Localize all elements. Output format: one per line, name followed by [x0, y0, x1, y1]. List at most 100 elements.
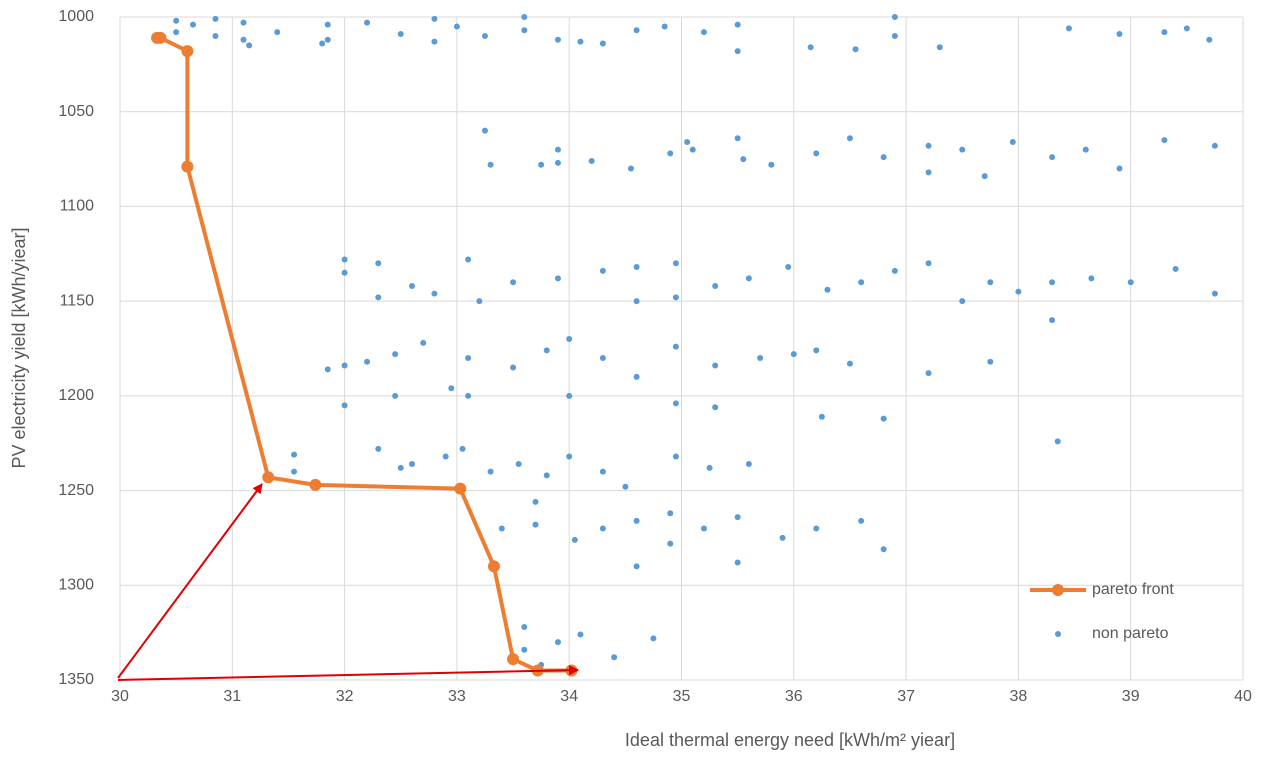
point — [588, 157, 595, 164]
line-marker — [181, 45, 194, 58]
point — [1161, 29, 1168, 36]
point — [375, 294, 382, 301]
x-tick-label: 34 — [560, 688, 578, 705]
point — [672, 343, 679, 350]
point — [734, 48, 741, 55]
point — [611, 654, 618, 661]
x-tick-label: 30 — [111, 688, 129, 705]
point — [712, 282, 719, 289]
point — [341, 402, 348, 409]
point — [1206, 36, 1213, 43]
point — [599, 525, 606, 532]
point — [1015, 288, 1022, 295]
point — [1183, 25, 1190, 32]
point — [246, 42, 253, 49]
point — [1172, 265, 1179, 272]
line-marker — [181, 160, 194, 173]
point — [212, 32, 219, 39]
point — [173, 29, 180, 36]
y-tick-label: 1350 — [58, 671, 94, 688]
point — [852, 46, 859, 53]
point — [1088, 275, 1095, 282]
y-tick-label: 1150 — [60, 292, 95, 309]
point — [420, 339, 427, 346]
line-marker — [262, 471, 275, 484]
point — [566, 453, 573, 460]
point — [650, 635, 657, 642]
point — [813, 150, 820, 157]
point — [745, 461, 752, 468]
point — [880, 154, 887, 161]
point — [689, 146, 696, 153]
point — [448, 385, 455, 392]
point — [487, 161, 494, 168]
point — [1082, 146, 1089, 153]
point — [532, 498, 539, 505]
line-marker — [309, 478, 322, 491]
point — [554, 159, 561, 166]
point — [1054, 438, 1061, 445]
y-tick-label: 1250 — [58, 482, 94, 499]
point — [341, 256, 348, 263]
point — [768, 161, 775, 168]
marks — [151, 14, 1218, 677]
point — [408, 461, 415, 468]
point — [442, 453, 449, 460]
point — [627, 165, 634, 172]
point — [1127, 279, 1134, 286]
point — [1211, 142, 1218, 149]
x-tick-label: 36 — [785, 688, 803, 705]
point — [498, 525, 505, 532]
point — [633, 27, 640, 34]
point — [543, 347, 550, 354]
point — [324, 21, 331, 28]
point — [566, 336, 573, 343]
y-tick-label: 1000 — [58, 8, 94, 25]
point — [392, 351, 399, 358]
point — [790, 351, 797, 358]
point — [824, 286, 831, 293]
point — [1116, 165, 1123, 172]
point — [813, 347, 820, 354]
x-tick-label: 33 — [448, 688, 466, 705]
legend-label: non pareto — [1092, 625, 1169, 642]
point — [700, 29, 707, 36]
point — [858, 517, 865, 524]
point — [1065, 25, 1072, 32]
point — [189, 21, 196, 28]
point — [633, 264, 640, 271]
point — [1049, 279, 1056, 286]
point — [818, 413, 825, 420]
x-tick-label: 38 — [1010, 688, 1028, 705]
point — [1009, 139, 1016, 146]
line-marker — [507, 653, 520, 666]
point — [633, 298, 640, 305]
point — [925, 260, 932, 267]
point — [672, 453, 679, 460]
point — [785, 264, 792, 271]
point — [240, 19, 247, 26]
point — [521, 14, 528, 20]
point — [577, 38, 584, 45]
arrow — [117, 665, 579, 681]
point — [891, 32, 898, 39]
y-tick-label: 1300 — [58, 577, 94, 594]
point — [459, 445, 466, 452]
x-tick-label: 37 — [897, 688, 915, 705]
point — [745, 275, 752, 282]
point — [700, 525, 707, 532]
point — [740, 156, 747, 163]
x-tick-label: 40 — [1234, 688, 1252, 705]
point — [712, 404, 719, 411]
point — [734, 514, 741, 521]
point — [465, 256, 472, 263]
x-axis-title: Ideal thermal energy need [kWh/m² yiear] — [625, 730, 955, 750]
point — [341, 362, 348, 369]
point — [392, 392, 399, 399]
point — [481, 127, 488, 134]
point — [291, 468, 298, 475]
point — [672, 294, 679, 301]
legend-swatch — [1055, 631, 1061, 637]
